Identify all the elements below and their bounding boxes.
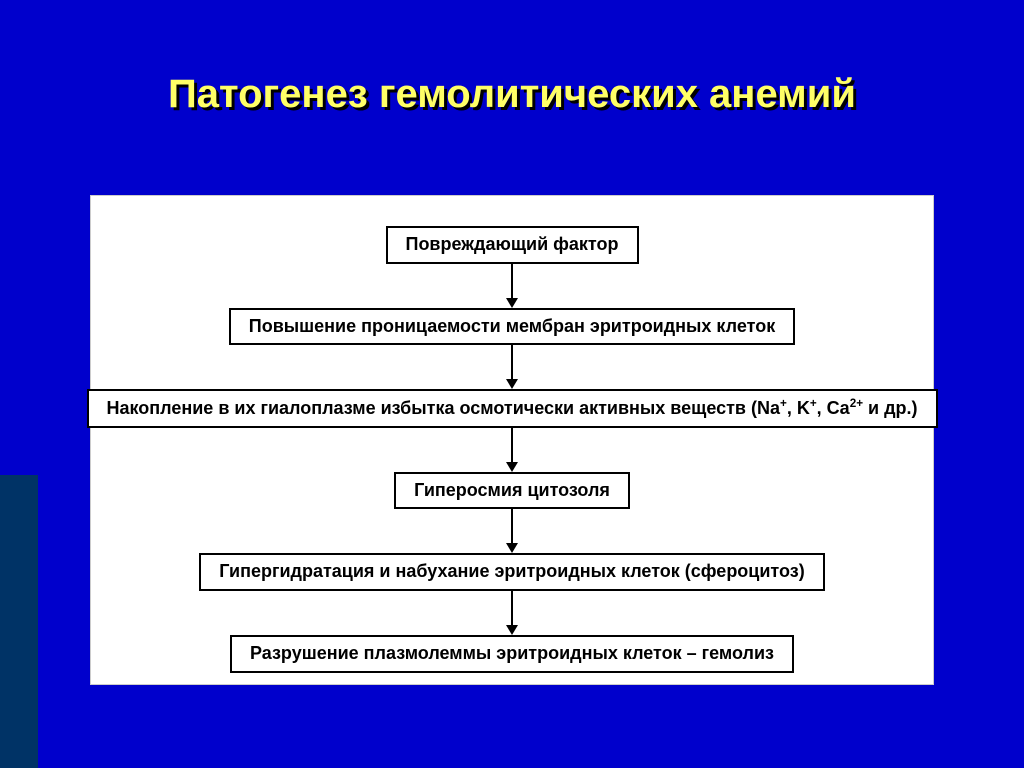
flow-node-n1: Повреждающий фактор xyxy=(386,226,639,264)
flow-node-n5: Гипергидратация и набухание эритроидных … xyxy=(199,553,824,591)
flow-row: Повреждающий фактор xyxy=(91,226,933,264)
flow-arrow xyxy=(91,591,933,635)
flow-arrow xyxy=(91,428,933,472)
flow-row: Гипергидратация и набухание эритроидных … xyxy=(91,553,933,591)
flow-arrow xyxy=(91,264,933,308)
flowchart-panel: Повреждающий фактор Повышение проницаемос… xyxy=(90,195,934,685)
flow-row: Гиперосмия цитозоля xyxy=(91,472,933,510)
slide-title: Патогенез гемолитических анемий xyxy=(0,70,1024,118)
flow-node-n2: Повышение проницаемости мембран эритроид… xyxy=(229,308,795,346)
flow-row: Повышение проницаемости мембран эритроид… xyxy=(91,308,933,346)
flow-node-n3: Накопление в их гиалоплазме избытка осмо… xyxy=(87,389,938,428)
flow-arrow xyxy=(91,345,933,389)
flow-row: Разрушение плазмолеммы эритроидных клето… xyxy=(91,635,933,673)
flow-row: Накопление в их гиалоплазме избытка осмо… xyxy=(91,389,933,428)
flow-node-n4: Гиперосмия цитозоля xyxy=(394,472,630,510)
accent-bar xyxy=(0,475,38,768)
flow-node-n6: Разрушение плазмолеммы эритроидных клето… xyxy=(230,635,794,673)
flow-arrow xyxy=(91,509,933,553)
